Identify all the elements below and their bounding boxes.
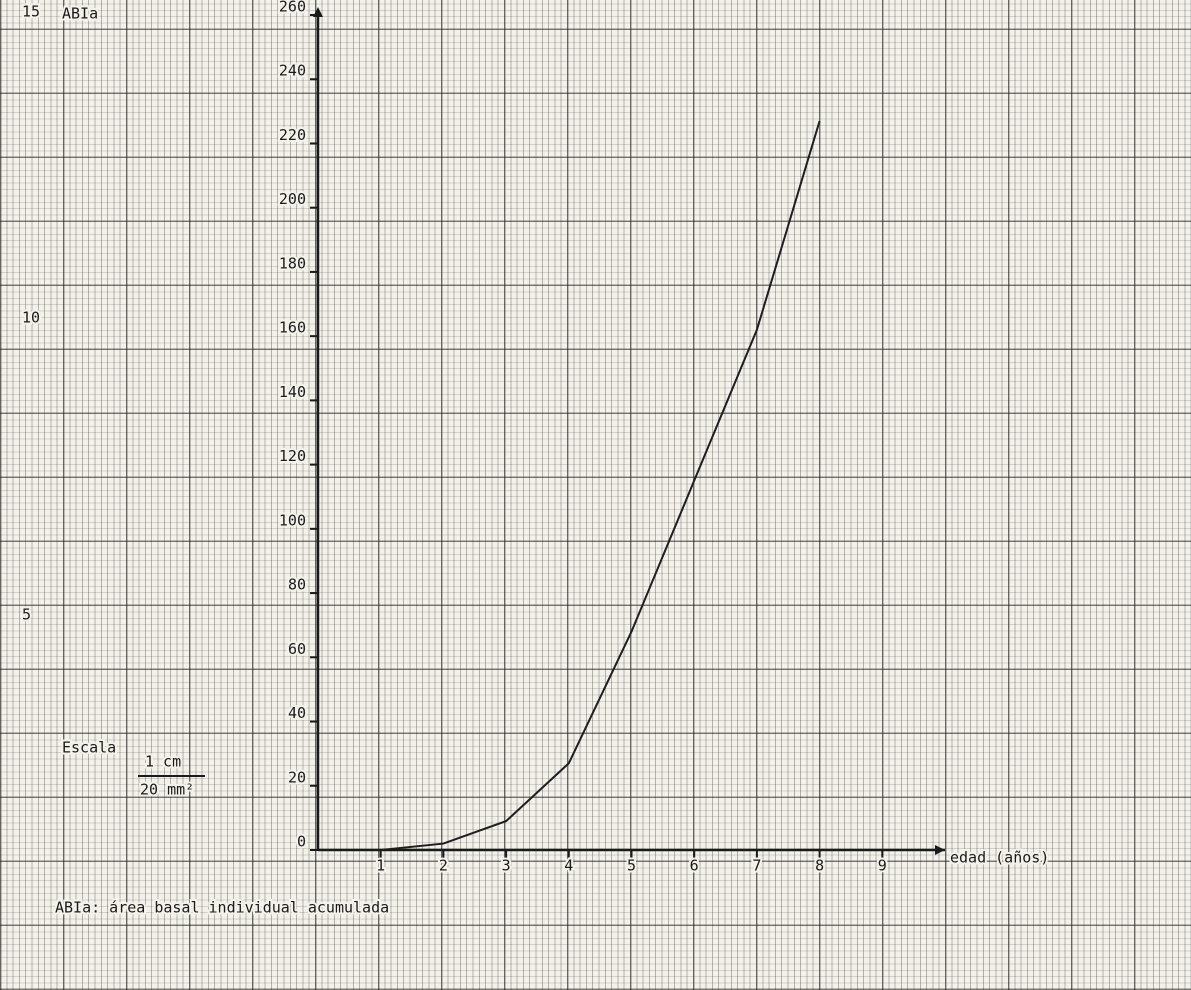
scale-note: Escala (62, 739, 116, 757)
chart: ABIa edad (años) Escala 1 cm 20 mm² ABIa… (0, 0, 1191, 990)
y-tick-label: 200 (279, 190, 306, 208)
y-tick-label: 160 (279, 319, 306, 337)
y-tick-label: 60 (288, 640, 306, 658)
paper-label: 15 (22, 3, 40, 21)
y-tick-label: 0 (297, 833, 306, 851)
paper-label: 5 (22, 606, 31, 624)
y-tick-label: 260 (279, 0, 306, 16)
x-tick-label: 4 (564, 857, 573, 875)
page: ABIa edad (años) Escala 1 cm 20 mm² ABIa… (0, 0, 1191, 990)
paper-label: 10 (22, 309, 40, 327)
x-tick-label: 9 (878, 857, 887, 875)
y-tick-label: 220 (279, 126, 306, 144)
caption: ABIa: área basal individual acumulada (55, 899, 389, 917)
y-tick-label: 100 (279, 511, 306, 529)
y-tick-label: 180 (279, 254, 306, 272)
x-tick-label: 2 (439, 857, 448, 875)
y-tick-label: 40 (288, 704, 306, 722)
y-tick-label: 240 (279, 62, 306, 80)
scale-note: 20 mm² (140, 781, 194, 799)
x-tick-label: 3 (502, 857, 511, 875)
x-tick-label: 1 (376, 857, 385, 875)
y-axis-label: ABIa (62, 5, 98, 23)
data-line (381, 121, 820, 850)
x-axis-arrow (935, 845, 945, 855)
x-tick-label: 7 (752, 857, 761, 875)
y-tick-label: 140 (279, 383, 306, 401)
y-tick-label: 80 (288, 576, 306, 594)
x-tick-label: 8 (815, 857, 824, 875)
y-tick-label: 120 (279, 447, 306, 465)
y-tick-label: 20 (288, 768, 306, 786)
x-axis-label: edad (años) (950, 849, 1049, 867)
scale-note: 1 cm (145, 753, 181, 771)
x-tick-label: 6 (690, 857, 699, 875)
x-tick-label: 5 (627, 857, 636, 875)
